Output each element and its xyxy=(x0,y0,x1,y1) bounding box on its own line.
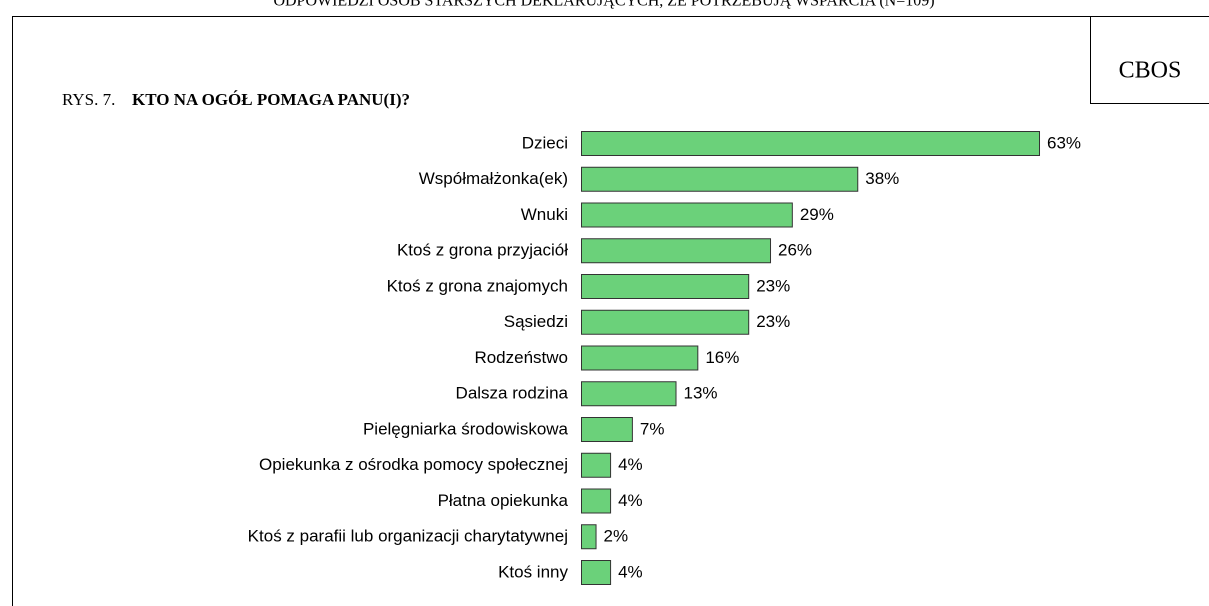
category-label: Pielęgniarka środowiskowa xyxy=(363,419,569,438)
bar xyxy=(581,238,772,264)
value-label: 23% xyxy=(756,276,790,295)
category-label: Ktoś z parafii lub organizacji charytaty… xyxy=(248,527,568,546)
category-label: Ktoś z grona znajomych xyxy=(387,276,568,295)
bar xyxy=(581,488,612,514)
value-label: 16% xyxy=(705,348,739,367)
bar xyxy=(581,309,750,335)
value-label: 4% xyxy=(618,455,643,474)
bar xyxy=(581,381,677,407)
category-label: Sąsiedzi xyxy=(504,312,568,331)
value-label: 4% xyxy=(618,491,643,510)
category-label: Ktoś z grona przyjaciół xyxy=(397,241,568,260)
value-label: 23% xyxy=(756,312,790,331)
source-box xyxy=(1090,16,1209,104)
figure-label: RYS. 7. xyxy=(62,90,115,109)
frame xyxy=(12,16,1209,606)
value-label: 29% xyxy=(800,205,834,224)
category-label: Współmałżonka(ek) xyxy=(419,169,568,188)
subtitle: ODPOWIEDZI OSÓB STARSZYCH DEKLARUJĄCYCH,… xyxy=(273,0,934,10)
bar xyxy=(581,345,699,371)
bar xyxy=(581,560,612,585)
value-label: 4% xyxy=(618,562,643,581)
category-label: Dzieci xyxy=(522,133,568,152)
bar xyxy=(581,524,597,550)
category-label: Ktoś inny xyxy=(498,562,568,581)
bar xyxy=(581,452,612,478)
bar xyxy=(581,131,1041,156)
value-label: 2% xyxy=(604,527,629,546)
category-label: Płatna opiekunka xyxy=(438,491,569,510)
bar xyxy=(581,274,750,299)
bar xyxy=(581,166,859,192)
category-label: Dalsza rodzina xyxy=(456,384,569,403)
value-label: 13% xyxy=(684,384,718,403)
category-label: Wnuki xyxy=(521,205,568,224)
bar xyxy=(581,202,793,228)
bar xyxy=(581,417,633,442)
category-label: Rodzeństwo xyxy=(474,348,568,367)
value-label: 26% xyxy=(778,241,812,260)
chart-title: KTO NA OGÓŁ POMAGA PANU(I)? xyxy=(132,90,410,109)
value-label: 7% xyxy=(640,419,665,438)
value-label: 63% xyxy=(1047,133,1081,152)
source: CBOS xyxy=(1119,58,1182,84)
value-label: 38% xyxy=(865,169,899,188)
category-label: Opiekunka z ośrodka pomocy społecznej xyxy=(259,455,568,474)
